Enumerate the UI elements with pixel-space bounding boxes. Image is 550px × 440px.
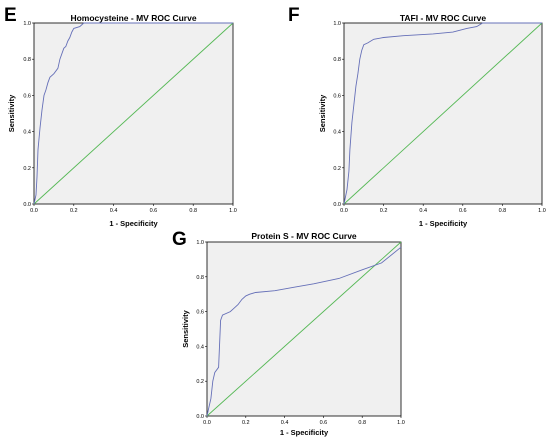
x-axis-label-f: 1 - Specificity <box>419 219 468 228</box>
y-tick-label-g-4: 0.8 <box>196 275 204 281</box>
x-tick-label-e-5: 1.0 <box>229 208 237 214</box>
axis-ticks-e: 0.0 0.2 0.4 0.6 0.8 1.0 0.0 0.2 0.4 0.6 0.8 1.0 <box>23 21 236 214</box>
axis-ticks-g: 0.0 0.2 0.4 0.6 0.8 1.0 0.0 0.2 0.4 0.6 0.8 1.0 <box>196 240 404 426</box>
x-tick-label-g-2: 0.4 <box>281 420 289 426</box>
x-tick-label-f-3: 0.6 <box>459 208 467 214</box>
roc-line-f <box>343 22 542 205</box>
roc-line-g <box>206 246 402 417</box>
x-tick-label-e-3: 0.6 <box>150 208 158 214</box>
y-tick-label-f-2: 0.4 <box>333 130 341 136</box>
x-axis-label-g: 1 - Specificity <box>280 428 329 437</box>
panel-g: G Protein S - MV ROC Curve 1 - Specifici… <box>172 229 405 437</box>
y-axis-label-g: Sensitivity <box>181 309 190 347</box>
x-tick-label-e-4: 0.8 <box>189 208 197 214</box>
roc-line-e <box>33 22 233 205</box>
panel-letter-g: G <box>172 229 187 250</box>
x-tick-label-g-5: 1.0 <box>397 420 405 426</box>
y-tick-label-f-5: 1.0 <box>333 21 341 27</box>
x-tick-label-g-1: 0.2 <box>242 420 250 426</box>
y-tick-label-f-4: 0.8 <box>333 57 341 63</box>
x-tick-label-f-0: 0.0 <box>340 208 348 214</box>
reference-line-e <box>33 22 234 205</box>
y-axis-label-f: Sensitivity <box>318 94 327 132</box>
x-tick-label-f-4: 0.8 <box>499 208 507 214</box>
x-tick-label-f-2: 0.4 <box>419 208 427 214</box>
chart-title-g: Protein S - MV ROC Curve <box>251 231 357 241</box>
panel-letter-e: E <box>4 5 17 26</box>
y-tick-label-g-0: 0.0 <box>196 414 204 420</box>
y-tick-label-g-1: 0.2 <box>196 379 204 385</box>
x-tick-label-e-0: 0.0 <box>30 208 38 214</box>
x-tick-label-f-1: 0.2 <box>380 208 388 214</box>
reference-line-g <box>206 241 402 417</box>
y-tick-label-e-2: 0.4 <box>23 130 31 136</box>
y-tick-label-e-3: 0.6 <box>23 93 31 99</box>
x-axis-label-e: 1 - Specificity <box>109 219 158 228</box>
panel-f: F TAFI - MV ROC Curve 1 - Specificity Se… <box>288 5 546 228</box>
y-tick-label-e-5: 1.0 <box>23 21 31 27</box>
reference-line-f <box>343 22 543 205</box>
chart-title-f: TAFI - MV ROC Curve <box>400 13 487 23</box>
y-tick-label-e-1: 0.2 <box>23 166 31 172</box>
x-tick-label-g-4: 0.8 <box>358 420 366 426</box>
x-tick-label-e-1: 0.2 <box>70 208 78 214</box>
x-tick-label-e-2: 0.4 <box>110 208 118 214</box>
y-tick-label-f-1: 0.2 <box>333 166 341 172</box>
y-tick-label-f-0: 0.0 <box>333 202 341 208</box>
y-tick-label-e-4: 0.8 <box>23 57 31 63</box>
y-axis-label-e: Sensitivity <box>7 94 16 132</box>
chart-title-e: Homocysteine - MV ROC Curve <box>70 13 196 23</box>
y-tick-label-g-3: 0.6 <box>196 310 204 316</box>
x-tick-label-g-0: 0.0 <box>203 420 211 426</box>
y-tick-label-e-0: 0.0 <box>23 202 31 208</box>
y-tick-label-f-3: 0.6 <box>333 93 341 99</box>
y-tick-label-g-5: 1.0 <box>196 240 204 246</box>
y-tick-label-g-2: 0.4 <box>196 344 204 350</box>
x-tick-label-f-5: 1.0 <box>538 208 546 214</box>
x-tick-label-g-3: 0.6 <box>320 420 328 426</box>
axis-ticks-f: 0.0 0.2 0.4 0.6 0.8 1.0 0.0 0.2 0.4 0.6 0.8 1.0 <box>333 21 545 214</box>
panel-letter-f: F <box>288 5 300 26</box>
panel-e: E Homocysteine - MV ROC Curve 1 - Specif… <box>4 5 237 228</box>
